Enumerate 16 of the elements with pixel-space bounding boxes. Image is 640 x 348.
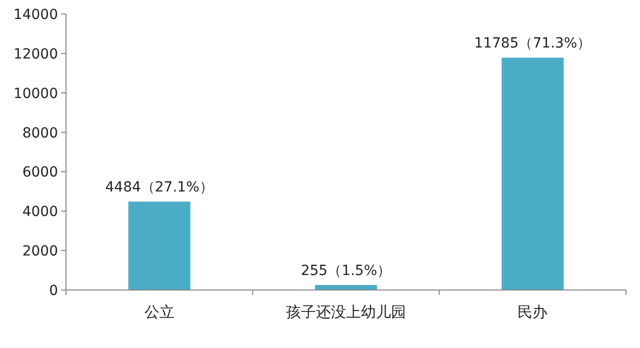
bar — [128, 202, 190, 290]
y-tick-label: 6000 — [22, 164, 58, 181]
data-label: 255（1.5%） — [300, 262, 392, 279]
y-tick-label: 10000 — [13, 86, 58, 102]
y-tick-label: 8000 — [22, 125, 58, 142]
bar — [502, 58, 564, 290]
y-tick-label: 14000 — [13, 7, 58, 23]
data-label: 4484（27.1%） — [105, 180, 214, 196]
y-tick-label: 0 — [49, 283, 58, 299]
x-tick-label: 孩子还没上幼儿园 — [286, 303, 406, 321]
x-tick-label: 公立 — [144, 303, 174, 321]
y-tick-label: 2000 — [22, 244, 58, 260]
data-label: 11785（71.3%） — [474, 36, 592, 52]
x-tick-label: 民办 — [518, 303, 548, 321]
y-tick-label: 4000 — [22, 204, 58, 220]
y-tick-label: 12000 — [13, 46, 58, 62]
